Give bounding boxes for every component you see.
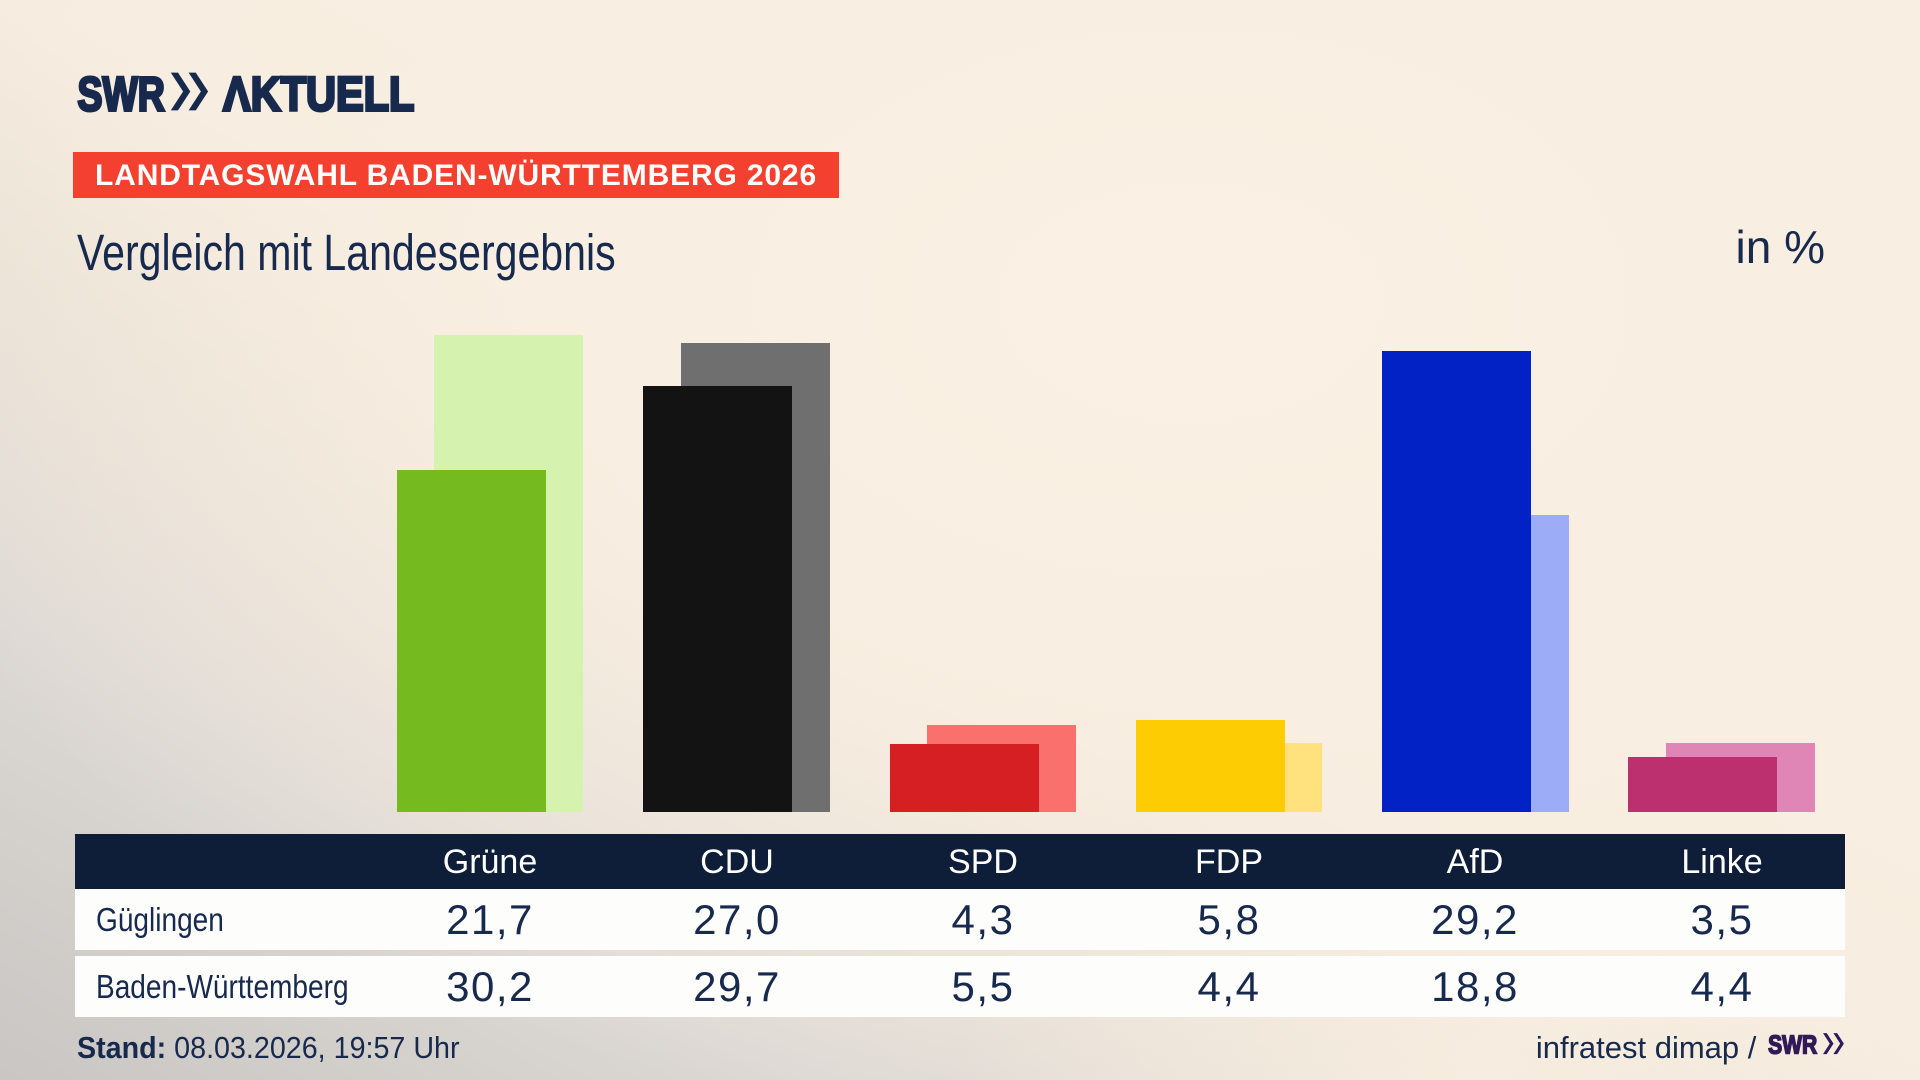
svg-text:SWR: SWR (77, 68, 164, 122)
svg-text:SWR: SWR (1768, 1031, 1817, 1060)
svg-text:ΛKTUELL: ΛKTUELL (223, 66, 414, 121)
